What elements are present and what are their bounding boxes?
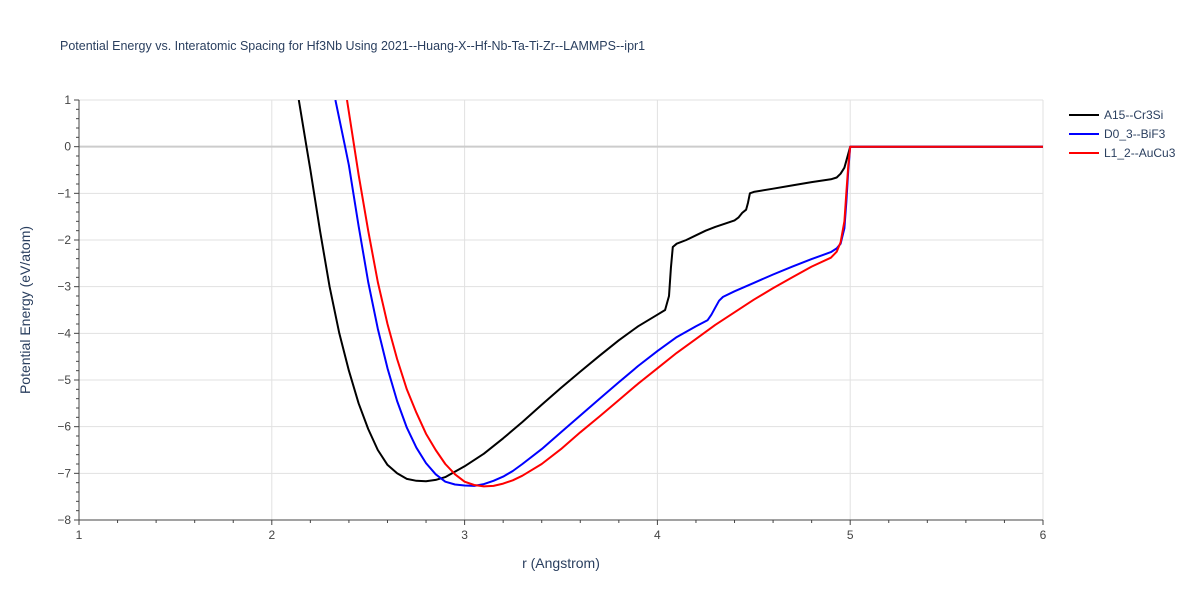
x-tick-labels: 1 2 3 4 5 6 <box>76 528 1047 542</box>
x-tick-label: 5 <box>847 528 854 542</box>
legend-label: D0_3--BiF3 <box>1104 127 1166 141</box>
legend: A15--Cr3Si D0_3--BiF3 L1_2--AuCu3 <box>1069 108 1176 160</box>
x-tick-label: 1 <box>76 528 83 542</box>
x-tick-label: 2 <box>268 528 275 542</box>
y-tick-label: 0 <box>64 140 71 154</box>
y-tick-label: 1 <box>64 93 71 107</box>
legend-item[interactable]: D0_3--BiF3 <box>1069 127 1166 141</box>
y-tick-label: −5 <box>57 373 71 387</box>
legend-label: A15--Cr3Si <box>1104 108 1163 122</box>
legend-item[interactable]: A15--Cr3Si <box>1069 108 1163 122</box>
y-tick-label: −7 <box>57 466 71 480</box>
y-tick-label: −8 <box>57 513 71 527</box>
y-tick-label: −2 <box>57 233 71 247</box>
y-axis-title: Potential Energy (eV/atom) <box>17 226 33 394</box>
legend-label: L1_2--AuCu3 <box>1104 146 1176 160</box>
y-tick-label: −6 <box>57 420 71 434</box>
y-tick-labels: −8 −7 −6 −5 −4 −3 −2 −1 0 1 <box>57 93 71 527</box>
series-line-3 <box>346 100 1043 488</box>
y-tick-label: −4 <box>57 326 71 340</box>
series-group <box>297 100 1043 488</box>
axes <box>74 99 1044 525</box>
x-axis-title: r (Angstrom) <box>522 555 600 571</box>
series-line-2 <box>334 100 1043 487</box>
grid <box>79 99 1044 520</box>
chart-title: Potential Energy vs. Interatomic Spacing… <box>60 39 645 53</box>
x-tick-label: 6 <box>1040 528 1047 542</box>
y-tick-label: −1 <box>57 186 71 200</box>
y-tick-label: −3 <box>57 280 71 294</box>
series-line-1 <box>297 100 1043 483</box>
x-tick-label: 4 <box>654 528 661 542</box>
x-tick-label: 3 <box>461 528 468 542</box>
legend-item[interactable]: L1_2--AuCu3 <box>1069 146 1176 160</box>
